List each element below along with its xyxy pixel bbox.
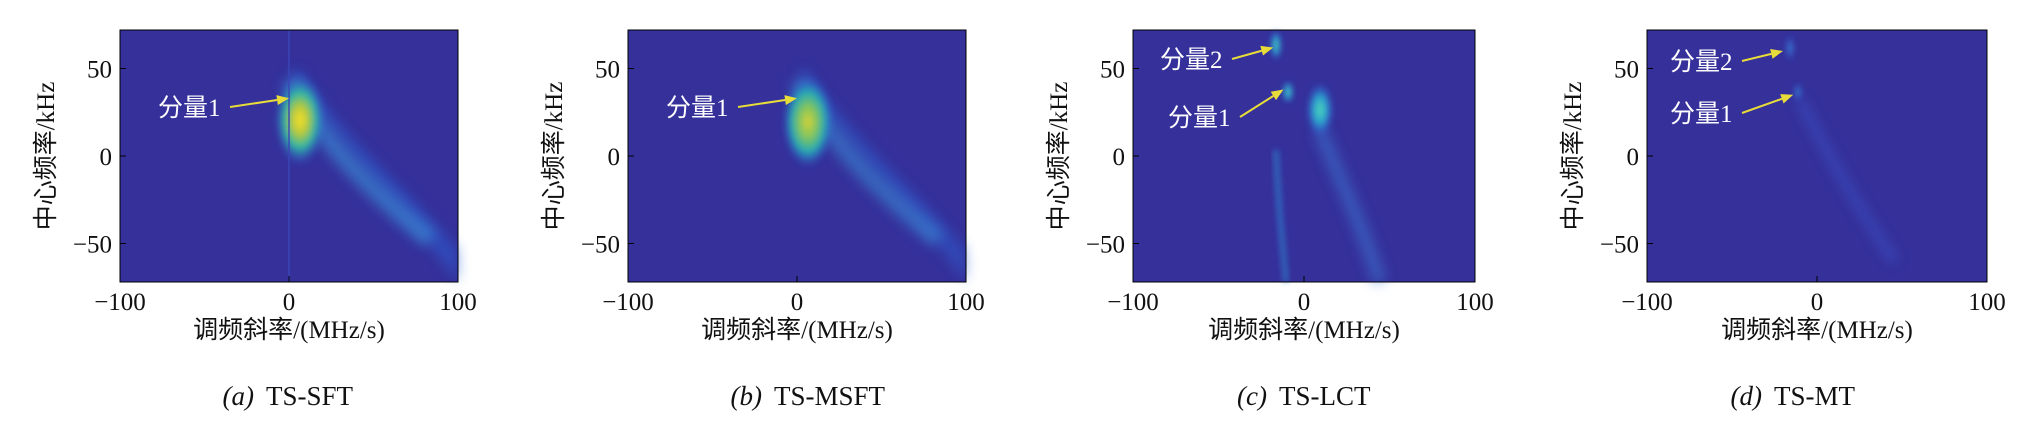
panel-d: [1646, 29, 1988, 283]
hotspot-c-2: [1270, 29, 1282, 61]
heatmap-d: [1785, 34, 1900, 265]
annotation-label-d-0: 分量2: [1670, 48, 1733, 76]
hotspot-a: [274, 74, 326, 166]
y-tick-label-d-1: 0: [1627, 144, 1640, 171]
caption-name-c: TS-LCT: [1279, 381, 1371, 411]
annotation-label-d-1: 分量1: [1670, 100, 1733, 128]
panel-a: [119, 29, 459, 283]
y-tick-label-c-2: −50: [1086, 232, 1125, 259]
caption-letter-d: (d): [1731, 381, 1762, 411]
x-tick-label-d-0: −100: [1621, 289, 1673, 316]
x-axis-label-b: 调频斜率/(MHz/s): [701, 316, 893, 344]
caption-name-b: TS-MSFT: [774, 381, 886, 411]
annotation-arrowhead-c-1: [1270, 89, 1284, 101]
y-tick-label-b-2: −50: [581, 232, 620, 259]
y-axis-label-c: 中心频率/kHz: [1045, 82, 1073, 231]
y-tick-label-d-0: 50: [1614, 57, 1639, 84]
annotation-arrow-d-0: [1741, 52, 1772, 62]
y-tick-label-b-1: 0: [608, 144, 621, 171]
x-axis-label-a: 调频斜率/(MHz/s): [193, 316, 385, 344]
x-tick-label-a-2: 100: [439, 289, 477, 316]
caption-name-d: TS-MT: [1774, 381, 1856, 411]
annotation-arrowhead-d-1: [1780, 94, 1794, 104]
y-tick-label-b-0: 50: [595, 57, 620, 84]
x-tick-label-c-2: 100: [1456, 289, 1494, 316]
heatmap-c: [1270, 29, 1387, 285]
y-axis-label-a: 中心频率/kHz: [32, 82, 60, 231]
caption-letter-c: (c): [1237, 381, 1267, 411]
x-tick-label-a-0: −100: [94, 289, 146, 316]
chart-overlays: −100 0 100 50 0 −50 调频斜率/(MHz/s) 中心频率/kHz 分量1 (a)…: [32, 45, 2006, 411]
hotspot-d-1: [1793, 82, 1803, 102]
y-axis-label-b: 中心频率/kHz: [540, 82, 568, 231]
x-axis-label-c: 调频斜率/(MHz/s): [1208, 316, 1400, 344]
annotation-arrow-d-1: [1741, 97, 1783, 114]
y-tick-label-c-0: 50: [1100, 57, 1125, 84]
x-tick-label-c-1: 0: [1298, 289, 1311, 316]
annotation-label-a-0: 分量1: [158, 94, 221, 122]
annotation-label-c-0: 分量2: [1160, 46, 1223, 74]
annotation-arrowhead-d-0: [1770, 48, 1783, 59]
y-axis-label-d: 中心频率/kHz: [1559, 82, 1587, 231]
annotation-arrow-b-0: [737, 99, 786, 108]
hotspot-c-3: [1306, 82, 1334, 138]
plot-area-c: [1133, 30, 1475, 282]
y-tick-label-a-1: 0: [100, 144, 113, 171]
x-tick-label-b-1: 0: [791, 289, 804, 316]
caption-letter-a: (a): [223, 381, 254, 411]
annotation-arrowhead-b-0: [784, 95, 797, 105]
x-tick-label-d-2: 100: [1968, 289, 2006, 316]
x-axis-label-d: 调频斜率/(MHz/s): [1721, 316, 1913, 344]
annotation-arrow-a-0: [229, 99, 278, 108]
annotation-arrowhead-c-0: [1260, 45, 1274, 56]
caption-letter-b: (b): [731, 381, 762, 411]
annotation-arrow-c-0: [1231, 49, 1262, 60]
x-tick-label-d-1: 0: [1811, 289, 1824, 316]
plot-area-d: [1647, 30, 1987, 282]
caption-name-a: TS-SFT: [266, 381, 354, 411]
x-tick-label-b-0: −100: [602, 289, 654, 316]
y-tick-label-a-2: −50: [73, 232, 112, 259]
y-tick-label-c-1: 0: [1113, 144, 1126, 171]
hotspot-d-2: [1785, 34, 1795, 62]
y-tick-label-d-2: −50: [1600, 232, 1639, 259]
panel-c: [1132, 29, 1476, 285]
x-tick-label-a-1: 0: [283, 289, 296, 316]
y-tick-label-a-0: 50: [87, 57, 112, 84]
panel-b: [627, 29, 967, 283]
annotation-label-b-0: 分量1: [666, 94, 729, 122]
hotspot-b: [782, 76, 834, 168]
annotation-arrow-c-1: [1239, 95, 1274, 118]
x-tick-label-b-2: 100: [947, 289, 985, 316]
x-tick-label-c-0: −100: [1107, 289, 1159, 316]
annotation-label-c-1: 分量1: [1168, 104, 1231, 132]
hotspot-c-1: [1282, 80, 1294, 104]
heatmap-a: [274, 30, 458, 282]
annotation-arrowhead-a-0: [276, 95, 289, 105]
